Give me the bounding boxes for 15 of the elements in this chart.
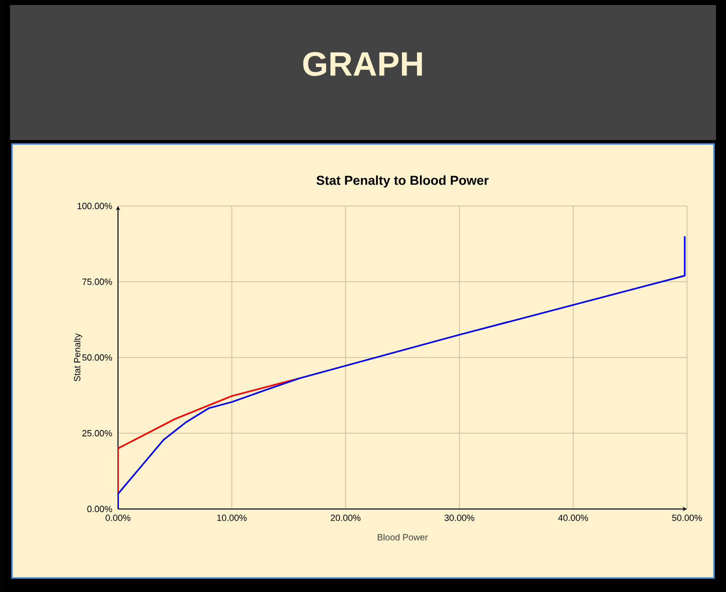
y-tick-label: 100.00% [78,202,112,210]
x-tick-label: 10.00% [217,514,247,521]
x-tick-label: 0.00% [106,514,130,521]
text: GRAPH [303,52,422,76]
y-tick-label: 75.00% [82,278,112,285]
x-tick-label: 20.00% [330,514,360,521]
chart-title: Stat Penalty to Blood Power [316,175,489,188]
y-tick-label: 50.00% [82,354,112,361]
x-axis-title: Blood Power [378,534,428,540]
x-tick-label: 50.00% [672,514,702,521]
x-tick-label: 30.00% [444,514,474,521]
y-tick-label: 25.00% [82,430,112,436]
x-tick-label: 40.00% [558,514,588,521]
y-axis-title: Stat Penalty [74,333,82,382]
y-tick-label: 0.00% [87,506,112,512]
